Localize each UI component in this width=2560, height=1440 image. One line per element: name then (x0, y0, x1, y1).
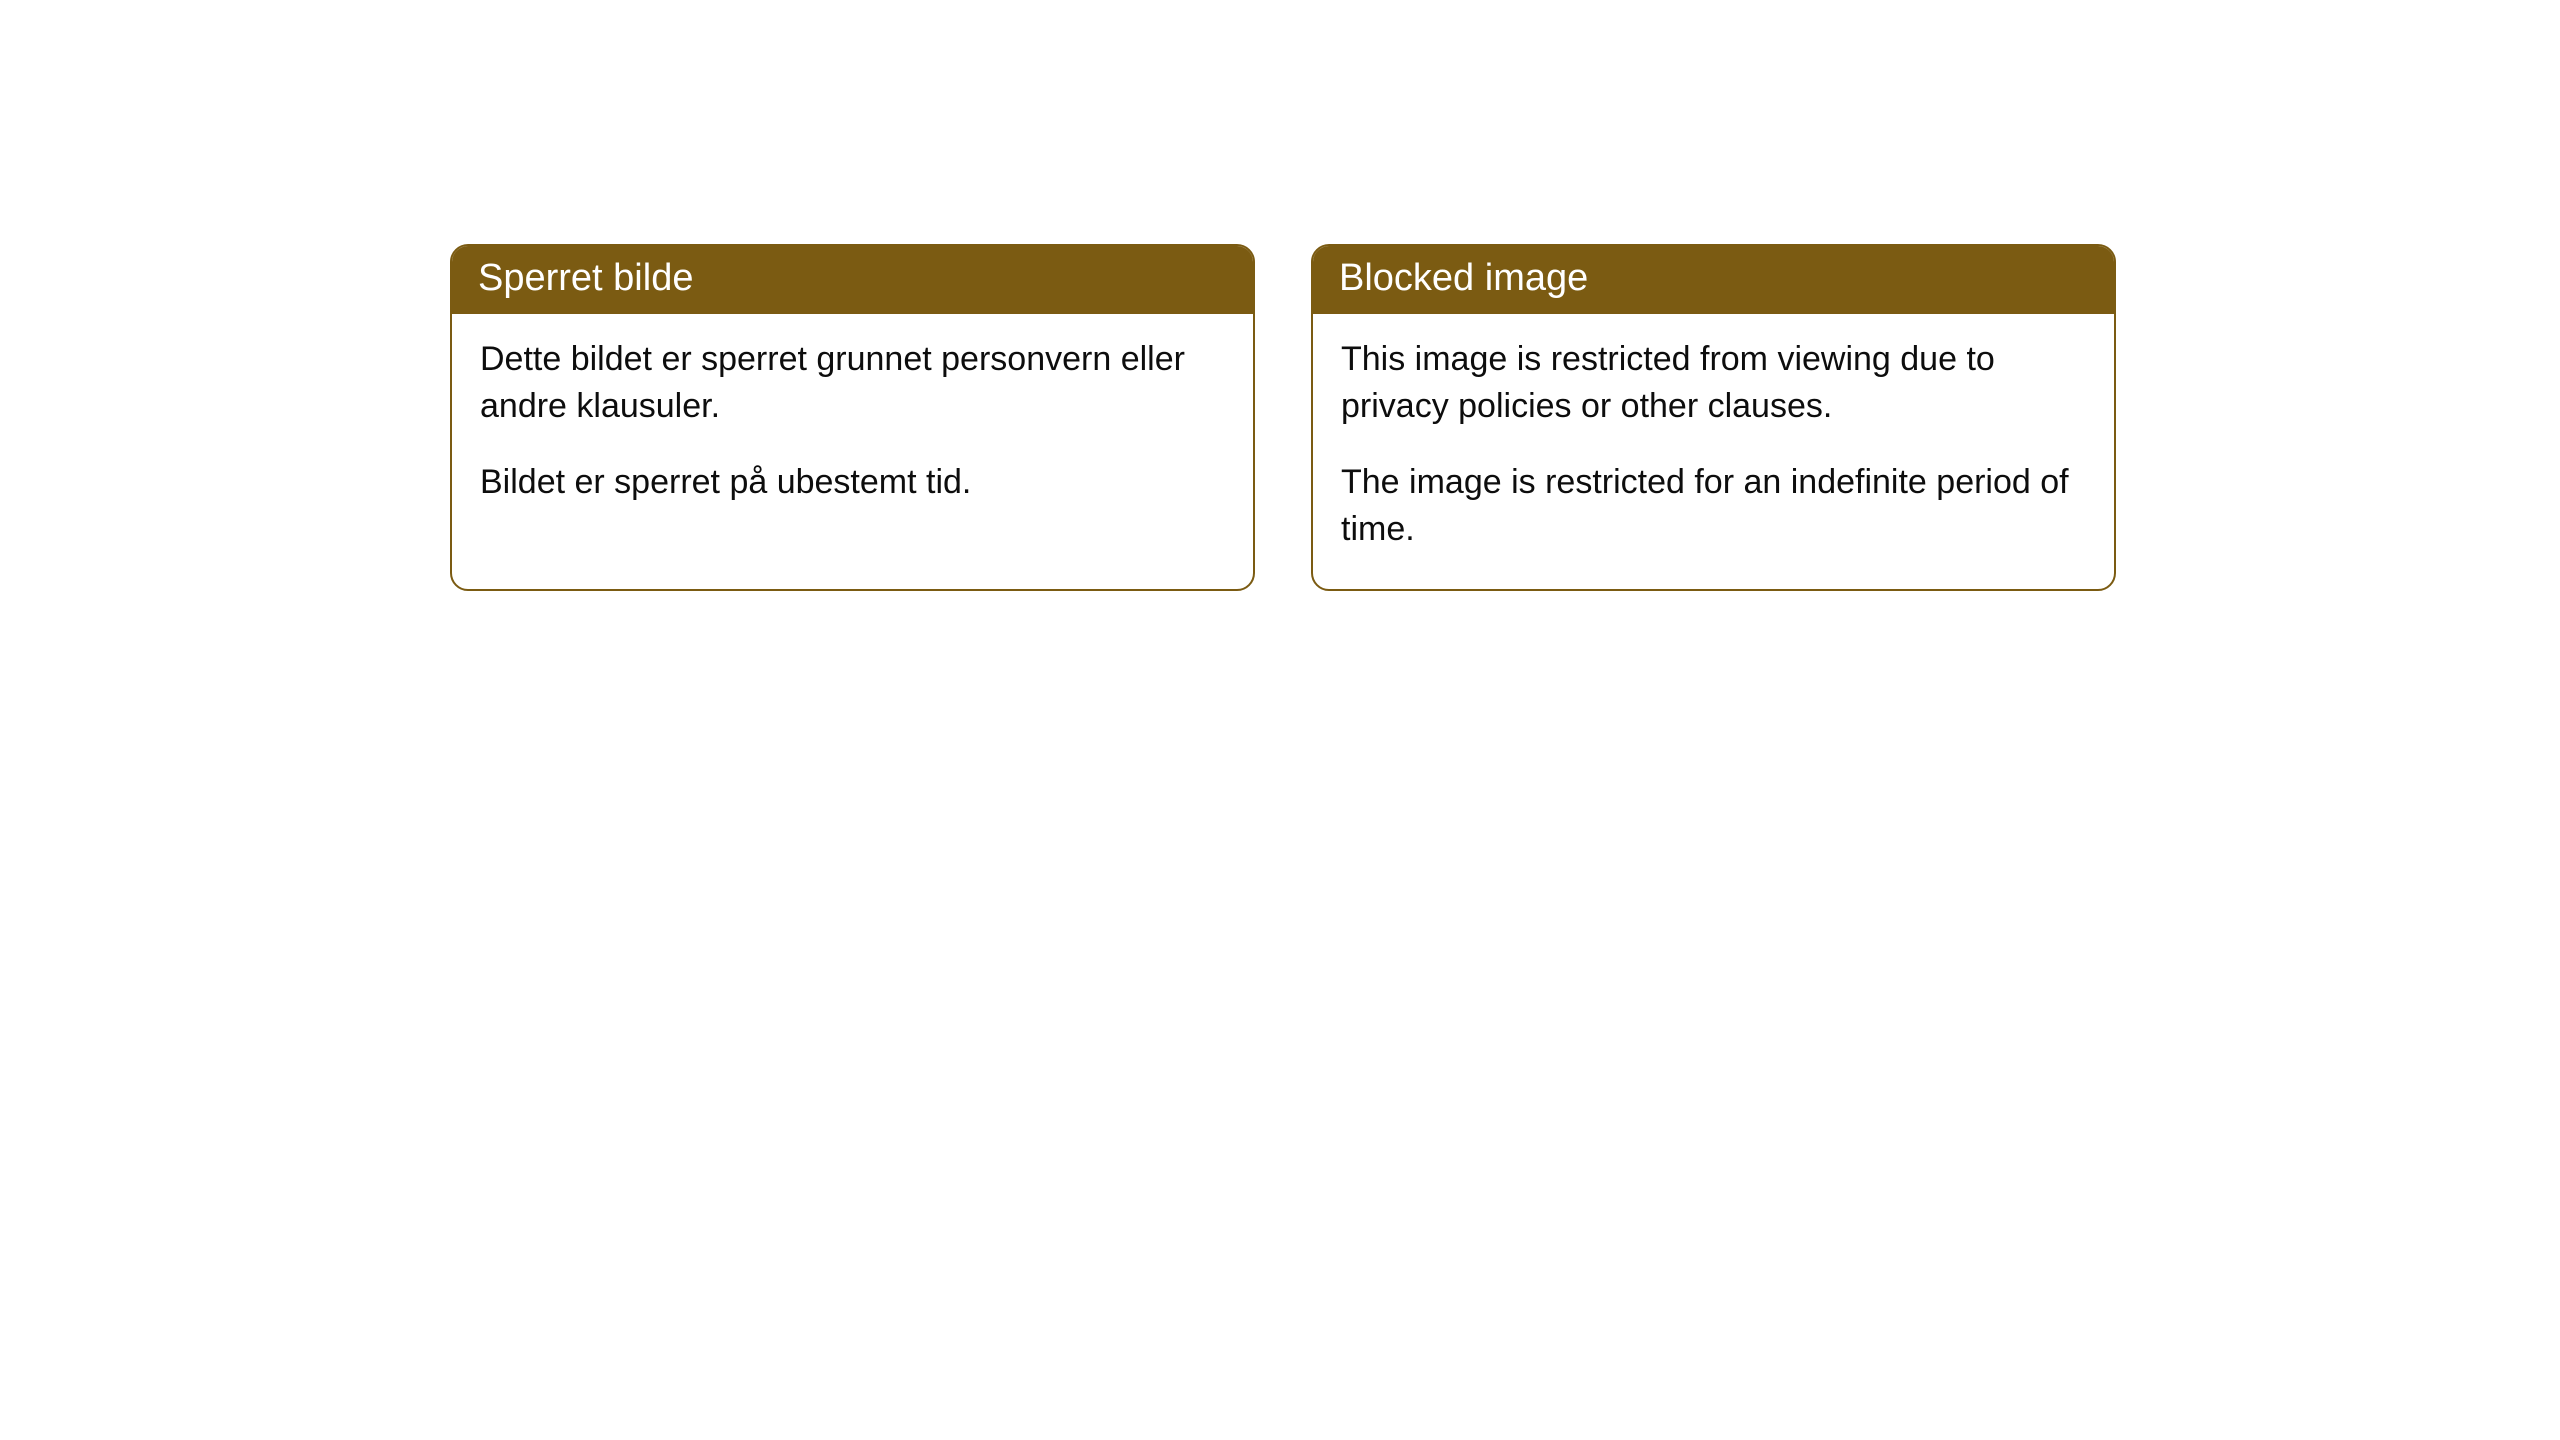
panel-text-en-2: The image is restricted for an indefinit… (1341, 459, 2086, 553)
panels-container: Sperret bilde Dette bildet er sperret gr… (0, 0, 2560, 591)
panel-text-no-2: Bildet er sperret på ubestemt tid. (480, 459, 1225, 506)
panel-english: Blocked image This image is restricted f… (1311, 244, 2116, 591)
panel-header-norwegian: Sperret bilde (452, 246, 1253, 314)
panel-body-english: This image is restricted from viewing du… (1313, 314, 2114, 590)
panel-body-norwegian: Dette bildet er sperret grunnet personve… (452, 314, 1253, 543)
panel-text-no-1: Dette bildet er sperret grunnet personve… (480, 336, 1225, 430)
panel-header-english: Blocked image (1313, 246, 2114, 314)
panel-norwegian: Sperret bilde Dette bildet er sperret gr… (450, 244, 1255, 591)
panel-text-en-1: This image is restricted from viewing du… (1341, 336, 2086, 430)
